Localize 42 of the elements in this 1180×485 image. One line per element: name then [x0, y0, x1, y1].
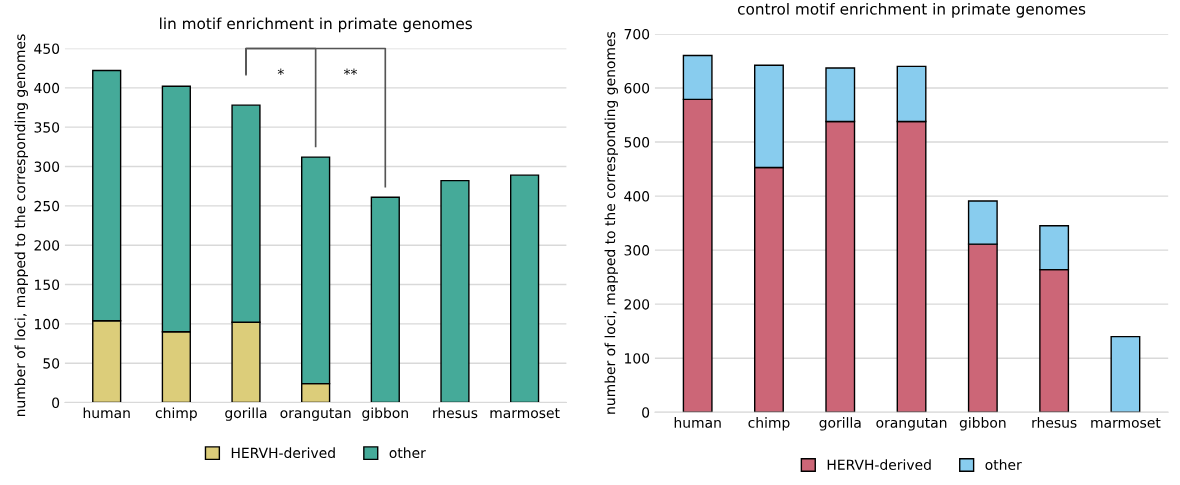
- y-tick-label: 0: [642, 407, 650, 418]
- x-tick-label: chimp: [748, 417, 790, 431]
- annotation: **: [343, 68, 358, 75]
- y-tick-label: 450: [34, 43, 60, 54]
- y-tick-label: 200: [34, 240, 60, 251]
- y-tick-label: 0: [52, 397, 60, 409]
- y-tick-label: 300: [34, 161, 60, 172]
- legend-label: other: [389, 447, 426, 459]
- y-tick-label: 150: [35, 279, 60, 291]
- x-tick-label: rhesus: [433, 407, 478, 419]
- x-tick-label: gibbon: [959, 417, 1006, 431]
- y-tick-label: 350: [34, 122, 60, 133]
- chart-title: control motif enrichment in primate genomes: [737, 2, 1086, 18]
- legend-label: HERVH-derived: [827, 459, 931, 470]
- y-axis-title: number of loci, mapped to the corresponding genomes: [14, 34, 28, 417]
- y-tick-label: 100: [625, 353, 650, 364]
- y-tick-label: 100: [35, 318, 60, 330]
- y-tick-label: 200: [624, 299, 650, 310]
- legend-label: other: [985, 459, 1022, 470]
- y-tick-label: 250: [34, 200, 60, 212]
- x-tick-label: chimp: [155, 407, 197, 421]
- y-tick-label: 50: [43, 358, 60, 369]
- y-tick-label: 400: [624, 191, 650, 202]
- x-tick-label: gibbon: [362, 407, 408, 421]
- x-tick-label: marmoset: [490, 408, 560, 419]
- y-axis-title: number of loci, mapped to the corresponding genomes: [604, 31, 618, 414]
- y-tick-label: 400: [34, 82, 60, 94]
- chart-title: lin motif enrichment in primate genomes: [160, 17, 472, 33]
- annotation: *: [277, 68, 284, 75]
- x-tick-label: human: [674, 417, 721, 428]
- legend-label: HERVH-derived: [231, 447, 335, 459]
- x-tick-label: orangutan: [876, 417, 947, 431]
- x-tick-label: rhesus: [1032, 417, 1077, 428]
- x-tick-label: gorilla: [225, 407, 267, 421]
- x-tick-label: gorilla: [819, 417, 861, 431]
- y-tick-label: 700: [624, 28, 650, 40]
- y-tick-label: 600: [624, 82, 650, 94]
- x-tick-label: marmoset: [1091, 417, 1161, 428]
- x-tick-label: human: [83, 407, 130, 419]
- y-tick-label: 500: [624, 137, 650, 148]
- y-tick-label: 300: [624, 245, 650, 256]
- x-tick-label: orangutan: [280, 408, 351, 421]
